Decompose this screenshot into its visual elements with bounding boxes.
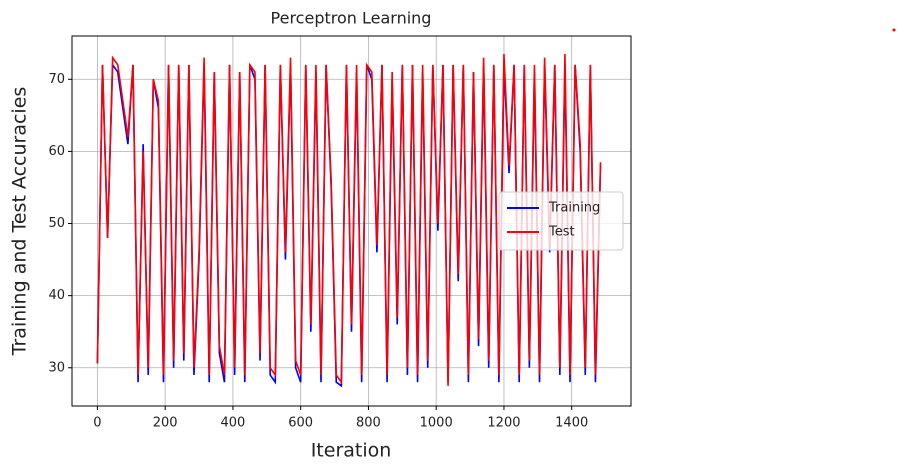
y-tick-label: 70 — [48, 72, 65, 87]
x-tick-label: 1200 — [487, 416, 520, 431]
x-tick-label: 1400 — [555, 416, 588, 431]
y-tick-label: 60 — [48, 144, 65, 159]
y-tick-label: 50 — [48, 216, 65, 231]
x-axis-label: Iteration — [311, 440, 392, 462]
legend-box — [498, 191, 624, 251]
y-tick-label: 40 — [48, 288, 65, 303]
chart-title: Perceptron Learning — [271, 9, 432, 28]
x-tick-label: 400 — [221, 416, 246, 431]
legend-label: Training — [548, 201, 600, 216]
stray-dot — [892, 28, 896, 32]
x-tick-label: 600 — [288, 416, 313, 431]
y-tick-label: 30 — [48, 360, 65, 375]
legend-label: Test — [548, 225, 575, 240]
x-tick-label: 1000 — [420, 416, 453, 431]
y-axis-label: Training and Test Accuracies — [9, 87, 31, 357]
plot-frame — [71, 35, 632, 407]
x-tick-label: 800 — [356, 416, 381, 431]
x-tick-label: 0 — [93, 416, 101, 431]
x-tick-label: 200 — [153, 416, 178, 431]
